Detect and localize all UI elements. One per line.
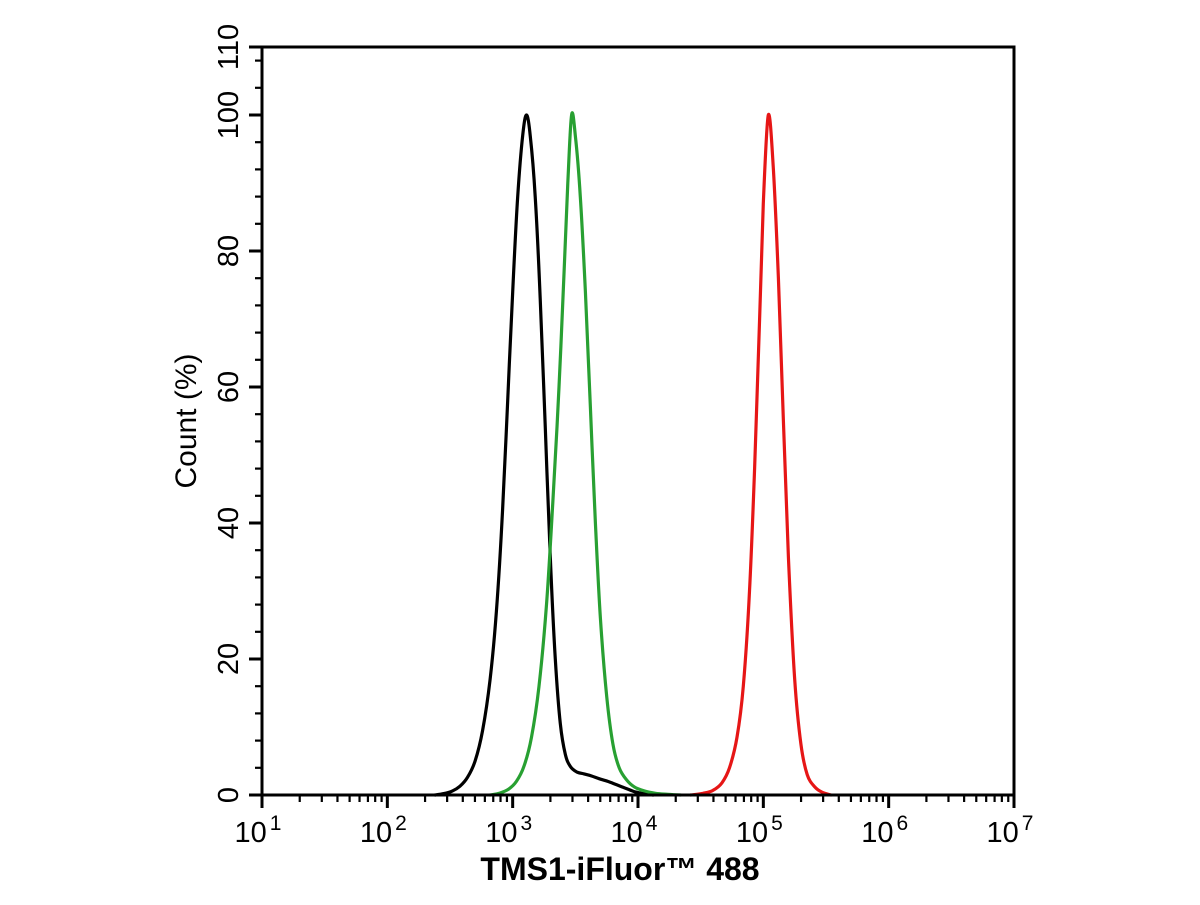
x-tick-label: 10 2 bbox=[360, 812, 407, 849]
x-tick-label: 10 7 bbox=[987, 812, 1034, 849]
y-tick-label: 40 bbox=[213, 507, 245, 539]
x-tick-label: 10 3 bbox=[485, 812, 532, 849]
axes-tick-labels: 10 1 10 2 10 3 10 4 10 5 10 6 10 7 0 20 40 60 80 100 110 bbox=[213, 24, 1033, 849]
y-tick-label: 60 bbox=[213, 371, 245, 403]
y-tick-label: 0 bbox=[213, 787, 245, 803]
y-tick-label: 20 bbox=[213, 643, 245, 675]
x-tick-label: 10 5 bbox=[736, 812, 783, 849]
x-tick-label: 10 1 bbox=[235, 812, 282, 849]
curve-sample-red bbox=[689, 112, 833, 797]
x-tick-label: 10 6 bbox=[861, 812, 908, 849]
y-tick-label: 100 bbox=[213, 91, 245, 139]
y-axis-title: Count (%) bbox=[170, 353, 203, 488]
axes-ticks bbox=[249, 45, 1016, 808]
x-tick-label: 10 4 bbox=[611, 812, 658, 849]
plot-frame bbox=[260, 45, 1016, 797]
curve-control-black bbox=[433, 113, 655, 797]
y-tick-label: 110 bbox=[213, 24, 245, 70]
y-tick-label: 80 bbox=[213, 235, 245, 267]
x-axis-title: TMS1-iFluor™ 488 bbox=[480, 851, 759, 887]
curve-sample-green bbox=[488, 111, 683, 797]
histogram-curves bbox=[433, 111, 833, 797]
